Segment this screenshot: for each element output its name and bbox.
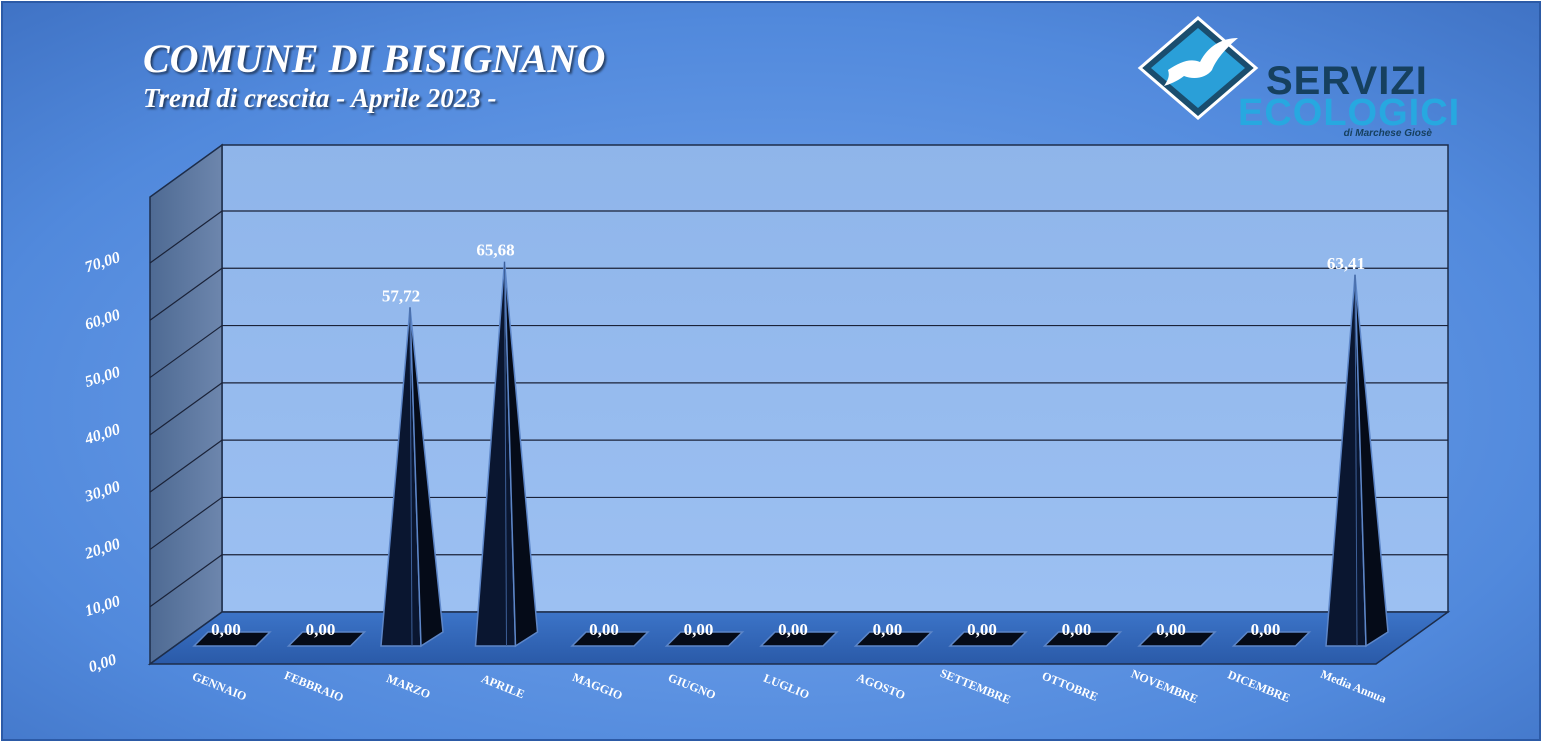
zero-bar [664, 631, 745, 647]
chart-title: COMUNE DI BISIGNANO [143, 36, 606, 81]
zero-bar [853, 631, 934, 647]
title-block: COMUNE DI BISIGNANO Trend di crescita - … [143, 36, 605, 114]
zero-bar [759, 631, 839, 647]
value-label: 0,00 [306, 620, 336, 639]
gridline-side [149, 554, 223, 608]
gridline-side [149, 325, 223, 379]
gridline-side [149, 439, 223, 493]
logo-line1: SERVIZI [1266, 59, 1428, 103]
chart-subtitle: Trend di crescita - Aprile 2023 - [143, 83, 497, 113]
value-label: 57,72 [382, 286, 420, 305]
pyramid-edge [1354, 274, 1358, 647]
value-label: 63,41 [1327, 254, 1365, 273]
gridline-side [149, 210, 223, 264]
value-label: 0,00 [1062, 620, 1092, 639]
value-label: 0,00 [778, 620, 808, 639]
gridline-side [149, 382, 223, 436]
pyramid-face-side [1354, 274, 1389, 648]
gridline-side [149, 267, 223, 321]
side-wall [149, 143, 223, 666]
pyramid-face-side [409, 307, 444, 648]
value-label: 0,00 [1156, 620, 1186, 639]
pyramid-edge [504, 261, 507, 647]
gridline-side [149, 496, 223, 550]
seagull-icon [1137, 16, 1259, 120]
zero-bar [1042, 631, 1123, 647]
value-label: 0,00 [211, 620, 241, 639]
value-label: 0,00 [967, 620, 997, 639]
logo-line2: ECOLOGICI [1238, 92, 1460, 134]
value-label: 0,00 [873, 620, 903, 639]
zero-bar [948, 631, 1028, 647]
zero-bar [570, 631, 650, 647]
value-label: 0,00 [589, 620, 619, 639]
logo-line3: di Marchese Giosè [1344, 128, 1433, 139]
zero-bar [286, 631, 367, 647]
value-label: 0,00 [1251, 620, 1281, 639]
pyramid-edge [409, 307, 413, 647]
zero-bar [1137, 631, 1217, 647]
value-label: 0,00 [684, 620, 714, 639]
zero-bar [1231, 631, 1312, 647]
logo: SERVIZI ECOLOGICI di Marchese Giosè [1137, 16, 1460, 139]
value-label: 65,68 [476, 241, 514, 260]
pyramid-face-side [503, 261, 539, 648]
zero-bar [192, 631, 272, 647]
